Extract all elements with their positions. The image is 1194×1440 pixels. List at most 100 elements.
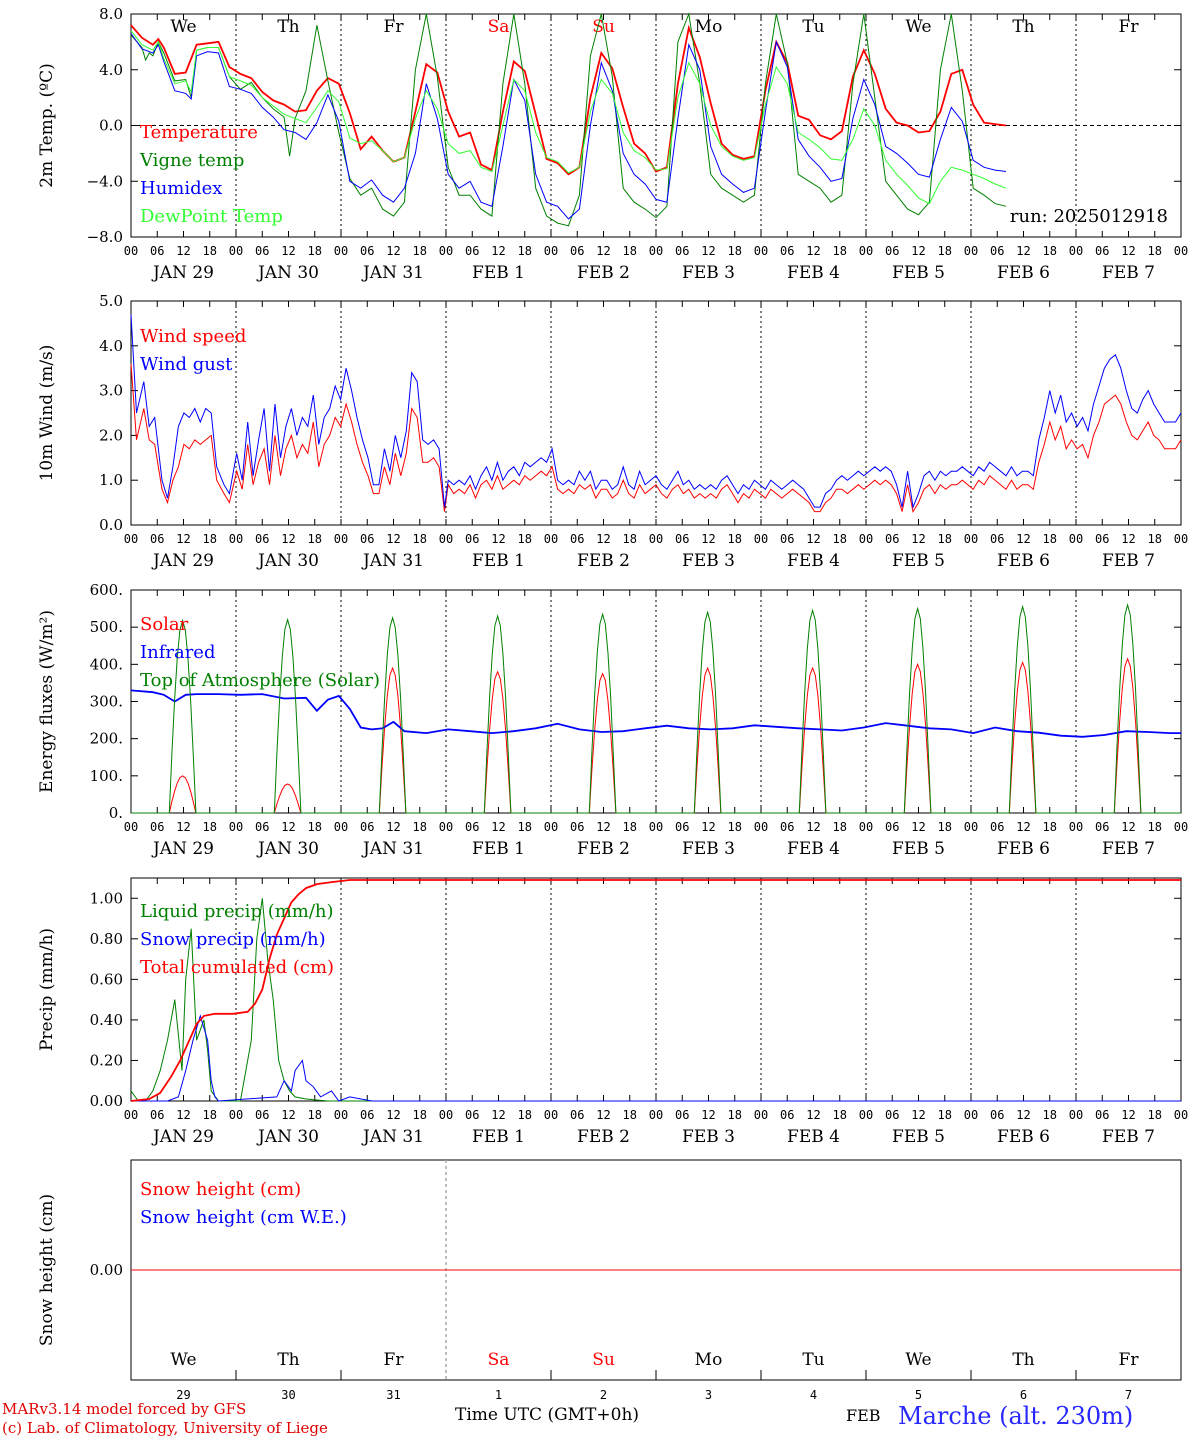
hour-label: 06 (360, 820, 374, 834)
hour-label: 12 (806, 820, 820, 834)
hour-label: 00 (334, 244, 348, 258)
hour-label: 00 (1069, 532, 1083, 546)
hour-label: 18 (938, 532, 952, 546)
date-label: FEB 5 (892, 1127, 945, 1147)
hour-label: 18 (1043, 244, 1057, 258)
hour-label: 12 (1016, 244, 1030, 258)
hour-label: 06 (1095, 244, 1109, 258)
hour-label: 06 (675, 244, 689, 258)
date-label: JAN 31 (361, 551, 424, 571)
hour-label: 00 (1174, 1108, 1188, 1122)
weekday-label: Th (277, 17, 299, 37)
hour-label: 06 (885, 532, 899, 546)
date-label: FEB 7 (1102, 551, 1155, 571)
hour-label: 18 (308, 532, 322, 546)
hour-label: 12 (176, 244, 190, 258)
series-line-vigne-temp (130, 12, 1007, 227)
date-label: FEB 2 (577, 839, 630, 859)
y-tick-label: 200. (90, 730, 123, 748)
hour-label: 12 (596, 244, 610, 258)
hour-label: 12 (386, 820, 400, 834)
hour-label: 06 (465, 244, 479, 258)
weekday-label: Tu (802, 1350, 824, 1370)
hour-label: 18 (413, 1108, 427, 1122)
hour-label: 06 (780, 820, 794, 834)
hour-label: 18 (308, 1108, 322, 1122)
hour-label: 18 (203, 1108, 217, 1122)
hour-label: 00 (544, 532, 558, 546)
legend-entry: DewPoint Temp (140, 206, 283, 227)
date-label: JAN 31 (361, 1127, 424, 1147)
hour-label: 18 (308, 820, 322, 834)
hour-label: 06 (465, 532, 479, 546)
hour-label: 00 (229, 820, 243, 834)
series-line-top-of-atmosphere-solar- (131, 602, 1181, 814)
hour-label: 12 (911, 532, 925, 546)
hour-label: 12 (1016, 532, 1030, 546)
hour-label: 00 (439, 532, 453, 546)
hour-label: 18 (623, 244, 637, 258)
hour-label: 18 (1148, 244, 1162, 258)
credit-line1: MARv3.14 model forced by GFS (2, 1400, 247, 1418)
hour-label: 18 (938, 1108, 952, 1122)
date-label: FEB 5 (892, 263, 945, 283)
hour-label: 00 (229, 244, 243, 258)
hour-label: 18 (203, 532, 217, 546)
x-axis-title: Time UTC (GMT+0h) (455, 1405, 640, 1425)
hour-label: 06 (255, 244, 269, 258)
hour-label: 12 (701, 532, 715, 546)
hour-label: 06 (675, 820, 689, 834)
hour-label: 00 (859, 1108, 873, 1122)
hour-label: 00 (649, 244, 663, 258)
hour-label: 06 (675, 532, 689, 546)
run-annotation: run: 2025012918 (1010, 206, 1168, 227)
hour-label: 06 (990, 820, 1004, 834)
y-tick-label: 400. (90, 655, 123, 673)
date-label: FEB 1 (472, 263, 525, 283)
date-label: FEB 7 (1102, 839, 1155, 859)
hour-label: 18 (938, 820, 952, 834)
hour-label: 18 (518, 820, 532, 834)
hour-label: 06 (150, 820, 164, 834)
hour-label: 12 (386, 244, 400, 258)
hour-label: 18 (623, 532, 637, 546)
hour-label: 12 (281, 820, 295, 834)
weekday-label: Th (1012, 17, 1034, 37)
hour-label: 00 (964, 244, 978, 258)
panel-temp: 00 06 12 18 JAN 29 00 06 12 18 JAN 30 00 06 12 18 JAN … (37, 5, 1188, 283)
hour-label: 00 (649, 532, 663, 546)
hour-label: 00 (649, 820, 663, 834)
y-axis-label: 10m Wind (m/s) (37, 345, 57, 482)
hour-label: 00 (1174, 244, 1188, 258)
hour-label: 18 (413, 820, 427, 834)
date-label: JAN 31 (361, 263, 424, 283)
hour-label: 12 (491, 1108, 505, 1122)
date-label: JAN 29 (151, 551, 214, 571)
month-label: FEB (846, 1406, 881, 1425)
hour-label: 18 (623, 820, 637, 834)
hour-label: 12 (1121, 1108, 1135, 1122)
y-tick-label: 8.0 (99, 5, 123, 23)
hour-label: 18 (308, 244, 322, 258)
hour-label: 12 (491, 820, 505, 834)
day-number: 29 (176, 1388, 190, 1402)
series-line-dewpoint-temp (130, 30, 1007, 205)
day-number: 1 (495, 1388, 502, 1402)
weekday-label: Th (277, 1350, 299, 1370)
hour-label: 06 (780, 244, 794, 258)
legend-entry: Snow precip (mm/h) (140, 929, 326, 950)
hour-label: 12 (1121, 820, 1135, 834)
legend-entry: Wind speed (140, 326, 246, 347)
hour-label: 12 (596, 532, 610, 546)
series-line-wind-gust (130, 314, 1182, 509)
weekday-label: We (905, 17, 931, 37)
weekday-label: Su (592, 1350, 615, 1370)
date-label: JAN 31 (361, 839, 424, 859)
date-label: FEB 4 (787, 1127, 840, 1147)
date-label: FEB 2 (577, 551, 630, 571)
hour-label: 06 (360, 1108, 374, 1122)
weekday-label: Sa (488, 17, 510, 37)
y-tick-label: 0.0 (99, 117, 123, 135)
hour-label: 00 (964, 820, 978, 834)
hour-label: 18 (413, 244, 427, 258)
